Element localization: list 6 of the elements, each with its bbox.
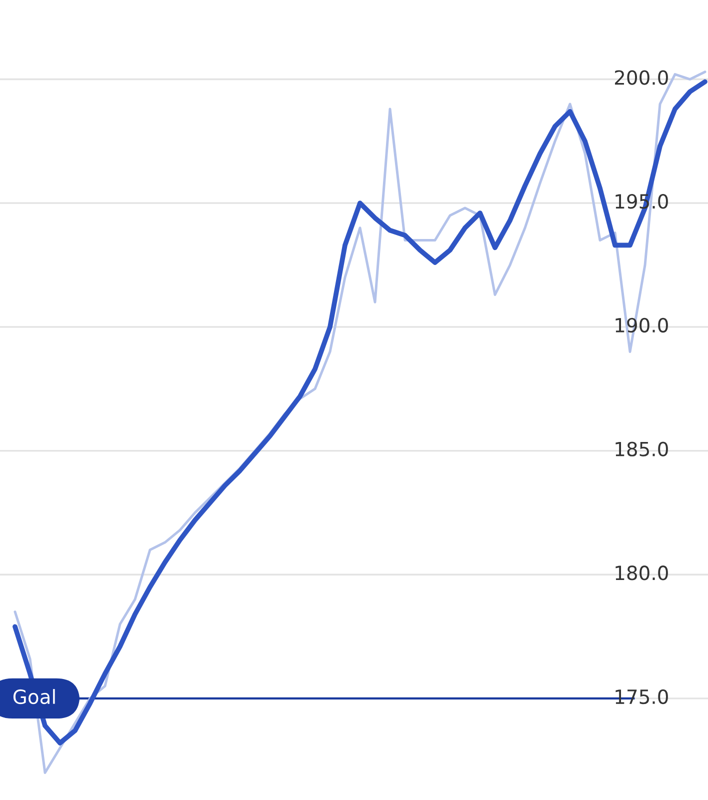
y-tick-label: 175.0 xyxy=(616,689,668,704)
ref-line-label: Goal xyxy=(13,689,55,704)
y-tick-label: 190.0 xyxy=(616,318,668,333)
y-tick-label: 180.0 xyxy=(616,566,668,580)
y-tick-label: 185.0 xyxy=(616,442,668,456)
y-tick-label: 200.0 xyxy=(614,70,668,85)
